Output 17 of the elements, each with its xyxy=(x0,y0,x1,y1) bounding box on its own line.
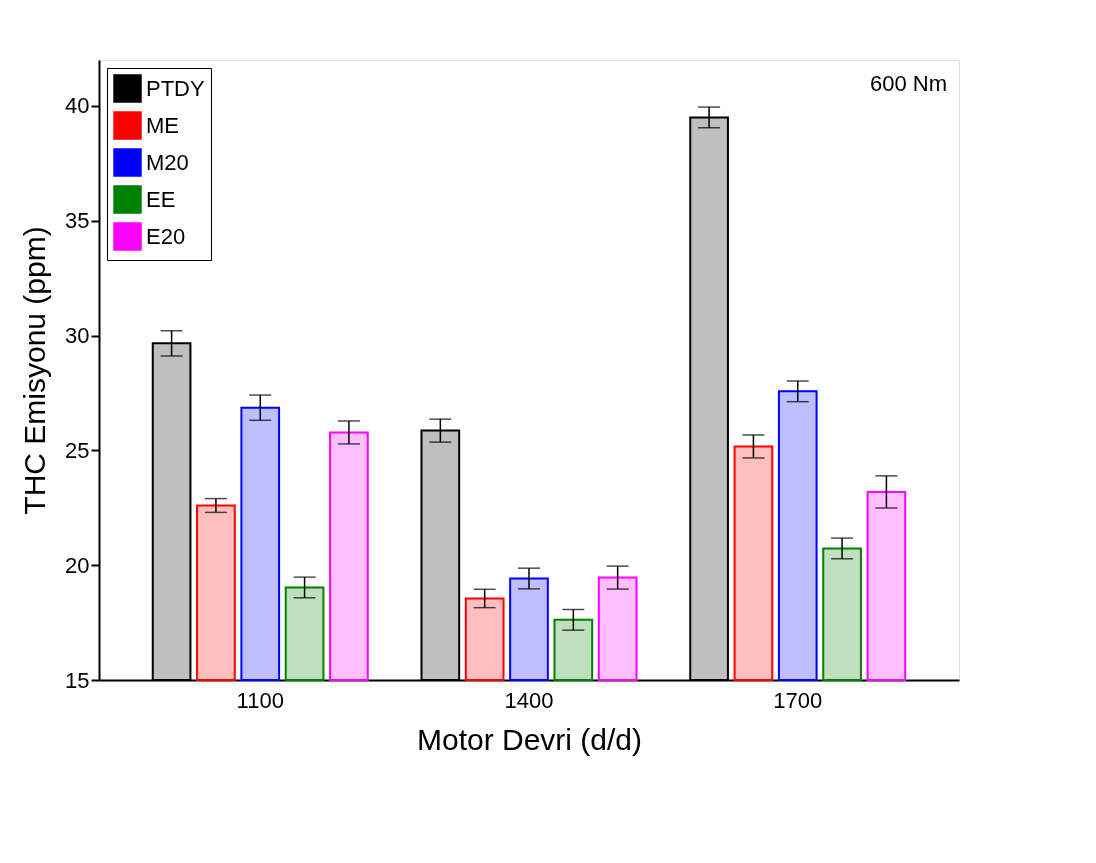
y-tick-label: 30 xyxy=(65,323,90,349)
y-axis-title: THC Emisyonu (ppm) xyxy=(18,226,52,515)
legend-label: ME xyxy=(146,112,179,138)
legend-label: PTDY xyxy=(146,75,205,101)
y-tick-label: 20 xyxy=(65,552,90,578)
y-tick-label: 15 xyxy=(65,667,90,693)
x-axis-title: Motor Devri (d/d) xyxy=(416,722,643,756)
x-tick-label: 1700 xyxy=(773,687,823,713)
x-tick-label: 1400 xyxy=(504,687,554,713)
y-tick-label: 25 xyxy=(65,437,90,463)
y-tick-label: 35 xyxy=(65,208,90,234)
legend-label: M20 xyxy=(146,149,189,175)
x-tick-label: 1100 xyxy=(236,687,284,713)
y-tick-label: 40 xyxy=(65,93,90,119)
annotation: 600 Nm xyxy=(869,71,947,96)
legend-label: E20 xyxy=(146,223,186,249)
legend-label: EE xyxy=(146,186,176,212)
